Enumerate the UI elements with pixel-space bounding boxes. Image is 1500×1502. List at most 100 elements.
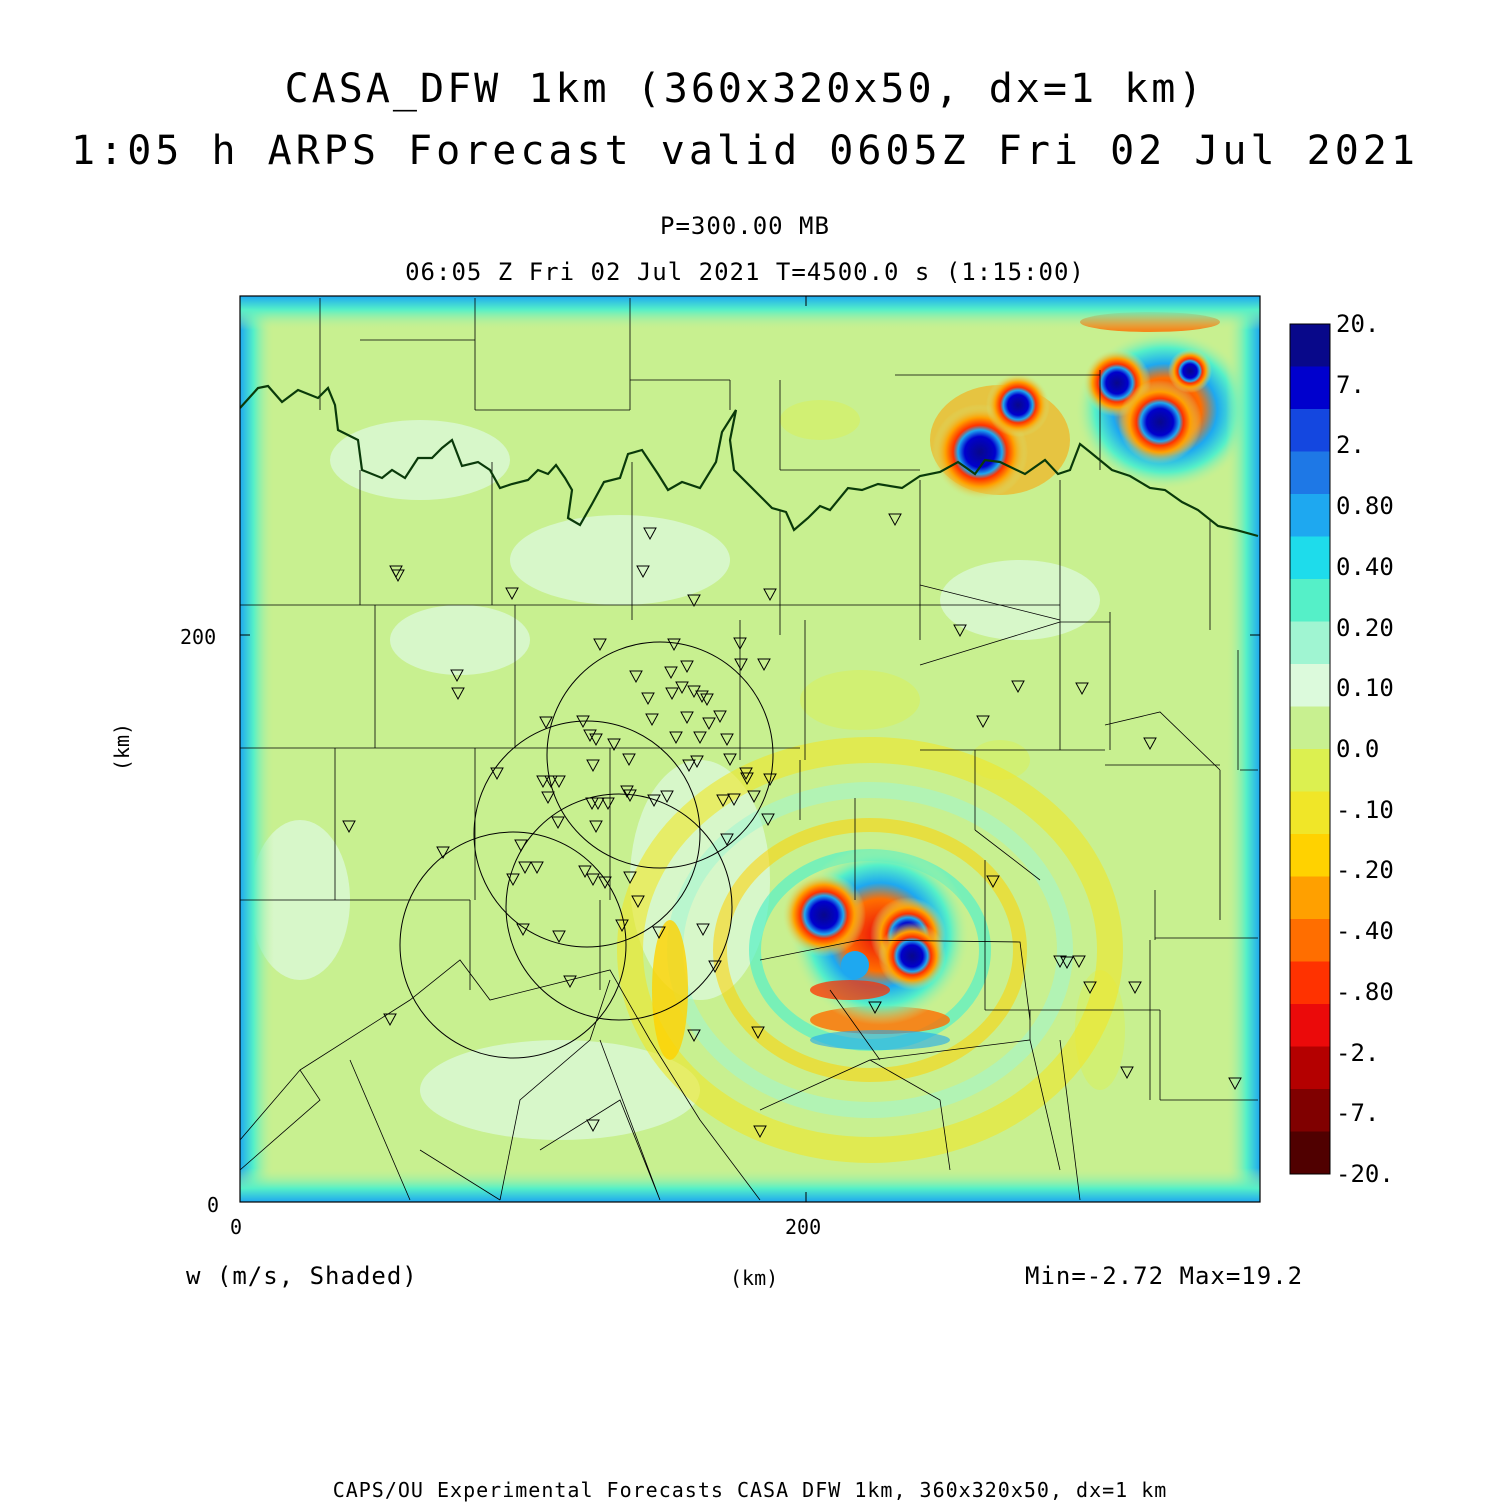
station-marker (733, 637, 747, 651)
colorbar-swatch (1290, 536, 1330, 580)
colorbar-swatch (1290, 749, 1330, 792)
station-marker (751, 1026, 765, 1040)
station-marker (680, 660, 694, 674)
station-marker (665, 687, 679, 701)
station-marker (716, 794, 730, 808)
station-marker (601, 797, 615, 811)
station-marker (552, 775, 566, 789)
min-max-label: Min=-2.72 Max=19.2 (1025, 1262, 1304, 1290)
axis-ticks (240, 296, 1260, 1202)
station-marker (593, 638, 607, 652)
station-marker (708, 960, 722, 974)
station-marker (578, 865, 592, 879)
station-marker (622, 753, 636, 767)
station-marker (589, 820, 603, 834)
chart-title-line-1: CASA_DFW 1km (360x320x50, dx=1 km) (284, 66, 1206, 112)
station-marker (551, 816, 565, 830)
station-marker (700, 693, 714, 707)
station-marker (536, 775, 550, 789)
station-marker (888, 513, 902, 527)
station-marker (620, 785, 634, 799)
station-marker (740, 772, 754, 786)
colorbar-label: -2. (1336, 1038, 1380, 1067)
station-marker (589, 733, 603, 747)
station-marker (675, 681, 689, 695)
y-tick-200: 200 (180, 625, 217, 649)
station-marker (652, 926, 666, 940)
station-markers (342, 513, 1242, 1139)
colorbar-label: 0.0 (1336, 735, 1380, 763)
colorbar-swatch (1290, 1089, 1330, 1132)
pressure-level-label: P=300.00 MB (660, 212, 830, 240)
radar-range-rings (399, 641, 774, 1059)
radar-ring-3 (505, 793, 733, 1021)
station-marker (753, 1125, 767, 1139)
radar-ring-1 (546, 641, 774, 869)
county-boundaries (240, 298, 1258, 1201)
colorbar-label: 20. (1336, 310, 1380, 338)
station-marker (747, 790, 761, 804)
station-marker (607, 738, 621, 752)
station-marker (695, 690, 709, 704)
station-marker (720, 733, 734, 747)
colorbar-swatch (1290, 494, 1330, 537)
colorbar-swatch (1290, 706, 1330, 750)
station-marker (1120, 1066, 1134, 1080)
colorbar-label: -.10 (1336, 795, 1394, 824)
station-marker (1228, 1077, 1242, 1091)
station-marker (598, 876, 612, 890)
colorbar (1290, 324, 1330, 1175)
colorbar-label: 0.20 (1336, 613, 1394, 642)
variable-label: w (m/s, Shaded) (186, 1262, 418, 1290)
colorbar-swatch (1290, 1046, 1330, 1090)
x-tick-0: 0 (230, 1215, 243, 1239)
station-marker (702, 717, 716, 731)
station-marker (586, 1119, 600, 1133)
station-marker (734, 658, 748, 672)
station-marker (643, 527, 657, 541)
station-marker (623, 789, 637, 803)
station-marker (720, 833, 734, 847)
station-marker (682, 759, 696, 773)
colorbar-swatch (1290, 876, 1330, 920)
colorbar-label: 7. (1336, 370, 1365, 399)
colorbar-label: 0.10 (1336, 674, 1394, 703)
colorbar-swatch (1290, 1131, 1330, 1175)
station-marker (586, 759, 600, 773)
station-marker (518, 861, 532, 875)
station-marker (664, 666, 678, 680)
station-marker (757, 658, 771, 672)
station-marker (641, 692, 655, 706)
station-marker (615, 919, 629, 933)
station-marker (1075, 682, 1089, 696)
station-marker (763, 588, 777, 602)
colorbar-label: -.40 (1336, 917, 1394, 946)
station-marker (1143, 737, 1157, 751)
station-marker (660, 790, 674, 804)
colorbar-label: 2. (1336, 431, 1365, 460)
y-tick-0: 0 (207, 1193, 220, 1217)
station-marker (451, 687, 465, 701)
shaded-field (240, 296, 1260, 1202)
station-marker (636, 565, 650, 579)
station-marker (541, 791, 555, 805)
valid-time-label: 06:05 Z Fri 02 Jul 2021 T=4500.0 s (1:15… (405, 258, 1085, 286)
station-marker (623, 871, 637, 885)
station-marker (1083, 981, 1097, 995)
station-marker (490, 767, 504, 781)
colorbar-swatch (1290, 451, 1330, 495)
colorbar-swatch (1290, 409, 1330, 452)
station-marker (544, 775, 558, 789)
colorbar-swatch (1290, 919, 1330, 962)
colorbar-swatch (1290, 791, 1330, 835)
station-marker (723, 753, 737, 767)
x-axis-label: (km) (730, 1266, 779, 1290)
station-marker (696, 923, 710, 937)
x-tick-200: 200 (785, 1215, 822, 1239)
footer-credit: CAPS/OU Experimental Forecasts CASA DFW … (332, 1478, 1168, 1502)
station-marker (667, 638, 681, 652)
station-marker (591, 797, 605, 811)
state-border-river (240, 384, 1259, 538)
station-marker (505, 587, 519, 601)
